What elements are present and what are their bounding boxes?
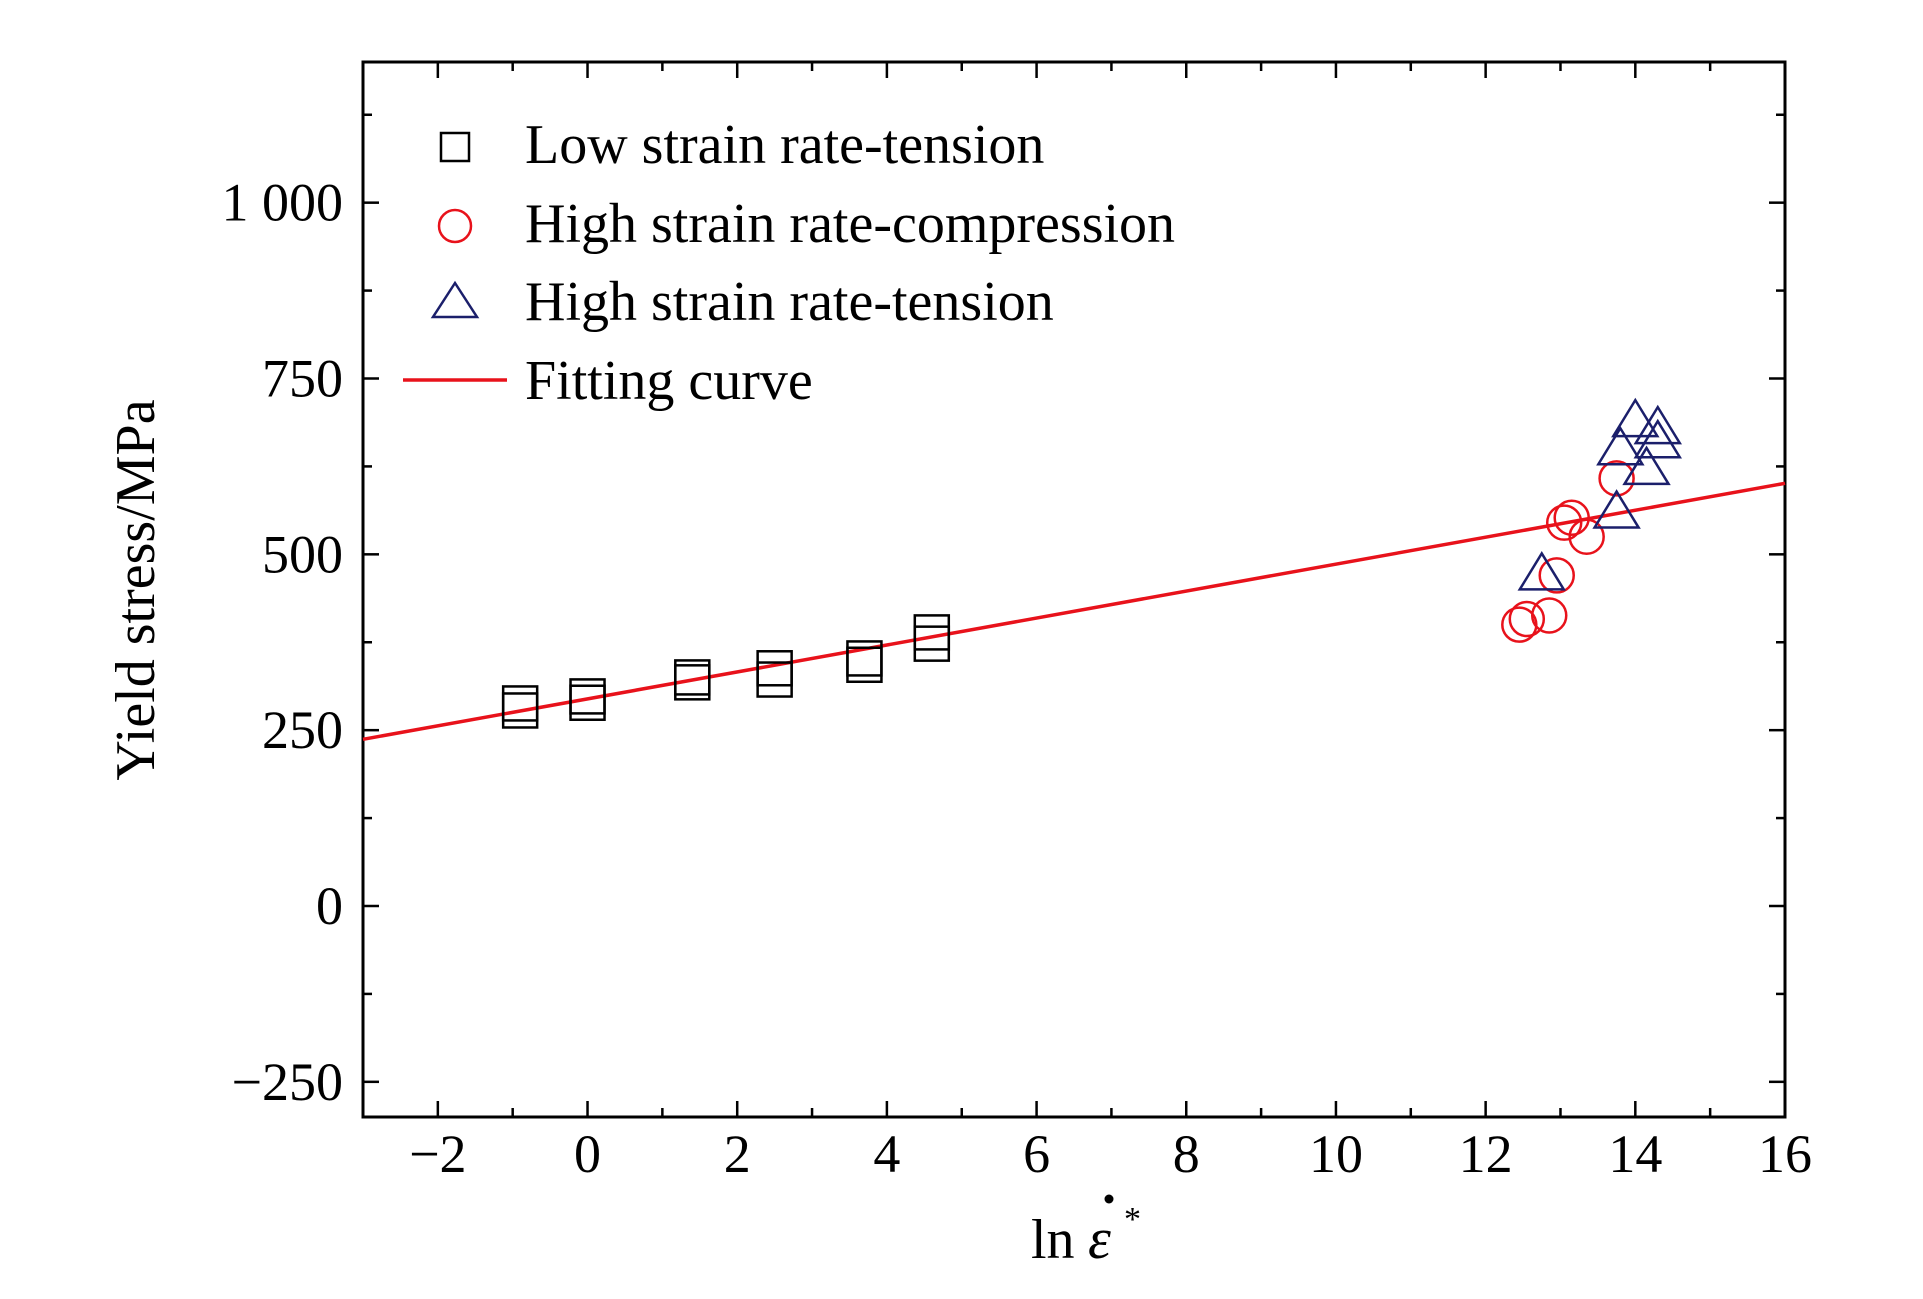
x-tick-label: 14 (1608, 1124, 1662, 1184)
point-circle (1530, 597, 1568, 634)
x-tick-label: 12 (1459, 1124, 1513, 1184)
point-circle (1538, 557, 1575, 594)
y-tick-label: 750 (262, 349, 343, 409)
point-circle (1598, 460, 1635, 497)
axis-ticks (361, 62, 1787, 1117)
y-axis-label: Yield stress/MPa (105, 399, 167, 780)
point-square (501, 685, 539, 722)
x-tick-labels: −2 0 2 4 6 8 10 12 14 16 (409, 1124, 1812, 1184)
fit-line (362, 481, 1786, 742)
point-circle (1553, 499, 1590, 537)
point-circle (1508, 600, 1546, 638)
y-tick-label: 500 (262, 524, 343, 584)
x-axis-label-dot (1104, 1194, 1114, 1204)
legend-label-high-strain-tension: High strain rate-tension (525, 271, 1054, 333)
point-circle (1568, 518, 1605, 555)
legend-marker-circle (437, 208, 473, 244)
y-tick-label: −250 (232, 1052, 343, 1112)
point-triangle (1633, 404, 1682, 445)
point-square (569, 678, 606, 715)
y-tick-labels: −250 0 250 500 750 1 000 (222, 173, 344, 1112)
x-axis-label-prefix: ln (1031, 1209, 1075, 1271)
x-axis-label-superscript: * (1124, 1201, 1141, 1238)
point-triangle (1622, 445, 1671, 486)
x-axis-label-symbol: ε (1088, 1206, 1111, 1271)
legend: Low strain rate-tension High strain rate… (403, 114, 1175, 412)
x-tick-label: −2 (409, 1124, 466, 1184)
x-tick-label: 4 (873, 1124, 900, 1184)
legend-marker-triangle (430, 280, 480, 319)
x-tick-label: 16 (1758, 1124, 1812, 1184)
x-tick-label: 6 (1023, 1124, 1050, 1184)
legend-marker-square (439, 131, 471, 163)
legend-label-fitting-curve: Fitting curve (525, 350, 813, 412)
point-triangle (1611, 397, 1660, 438)
plot-frame (361, 60, 1787, 1119)
point-square (674, 659, 711, 696)
point-triangle (1517, 551, 1566, 591)
point-triangle (1592, 489, 1641, 529)
point-triangle (1633, 418, 1682, 459)
point-square (756, 650, 793, 687)
y-tick-label: 0 (316, 876, 343, 936)
x-tick-label: 0 (574, 1124, 601, 1184)
x-axis-label: ln ε * (1031, 1194, 1141, 1271)
fitting-curve (362, 481, 1786, 742)
x-tick-label: 2 (724, 1124, 751, 1184)
y-tick-label: 250 (262, 700, 343, 760)
x-tick-label: 10 (1309, 1124, 1363, 1184)
point-square (913, 614, 951, 651)
point-circle (1545, 504, 1583, 541)
x-tick-label: 8 (1173, 1124, 1200, 1184)
point-square (913, 625, 951, 662)
point-triangle (1596, 425, 1645, 466)
data-points (501, 397, 1682, 729)
point-square (846, 640, 883, 677)
legend-label-low-strain-tension: Low strain rate-tension (525, 114, 1044, 176)
y-tick-label: 1 000 (222, 173, 344, 233)
legend-label-high-strain-compression: High strain rate-compression (525, 193, 1175, 255)
